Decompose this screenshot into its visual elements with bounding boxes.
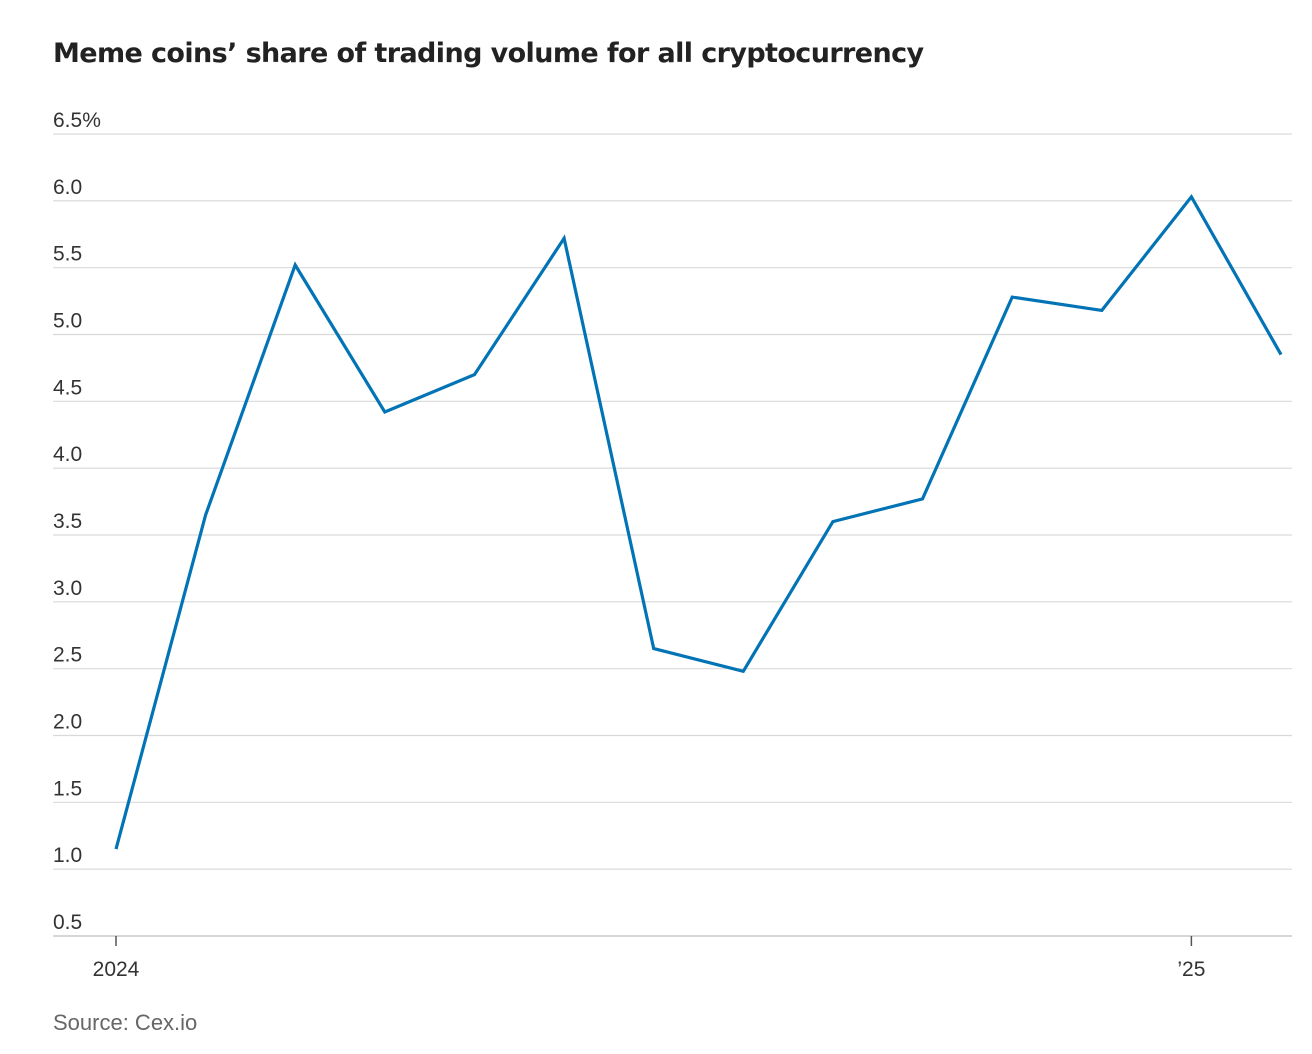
y-tick-label: 4.5 [53, 376, 82, 399]
y-tick-label: 5.0 [53, 310, 82, 333]
series-lines [114, 193, 1283, 850]
y-tick-label: 5.5 [53, 243, 82, 266]
x-axis-ticks: 2024 ’25 [93, 936, 1205, 981]
y-tick-label: 1.5 [53, 777, 82, 800]
y-tick-label: 2.0 [53, 711, 82, 734]
y-tick-label: 6.0 [53, 176, 82, 199]
line-chart: 6.5% 6.0 5.5 5.0 4.5 4.0 3.5 3.0 2.5 2.0 1.5 1.0 0.5… [53, 109, 1292, 981]
series-line [114, 193, 1283, 850]
chart-title: Meme coins’ share of trading volume for … [53, 38, 924, 69]
y-tick-label: 3.5 [53, 510, 82, 533]
y-axis-tick-labels: 6.5% 6.0 5.5 5.0 4.5 4.0 3.5 3.0 2.5 2.0 1.5 1.0 0.5 [53, 109, 101, 934]
y-tick-label: 2.5 [53, 644, 82, 667]
y-tick-label: 6.5% [53, 109, 101, 132]
x-tick-label: 2024 [93, 958, 140, 981]
y-tick-label: 0.5 [53, 911, 82, 934]
y-tick-label: 1.0 [53, 844, 82, 867]
gridlines [53, 133, 1292, 937]
y-tick-label: 4.0 [53, 443, 82, 466]
source-note: Source: Cex.io [53, 1010, 198, 1035]
y-tick-label: 3.0 [53, 577, 82, 600]
x-tick-label: ’25 [1177, 958, 1205, 981]
